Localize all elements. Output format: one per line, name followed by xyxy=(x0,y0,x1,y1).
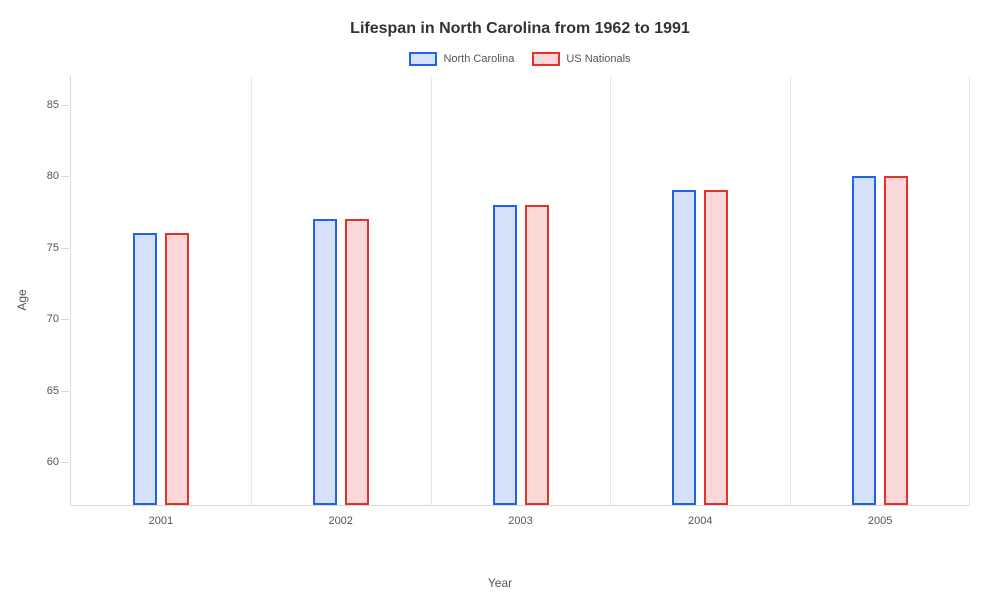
y-axis-label: Age xyxy=(15,289,29,310)
bar-north-carolina-2001 xyxy=(133,233,157,505)
legend-swatch-1 xyxy=(532,52,560,66)
y-tick-label: 65 xyxy=(47,385,71,397)
bar-north-carolina-2003 xyxy=(493,205,517,505)
x-axis-label: Year xyxy=(488,576,512,590)
gridline-vertical xyxy=(431,76,432,505)
legend-item-1: US Nationals xyxy=(532,52,630,66)
bar-us-nationals-2002 xyxy=(345,219,369,505)
bar-us-nationals-2001 xyxy=(165,233,189,505)
gridline-vertical xyxy=(790,76,791,505)
x-tick-label: 2005 xyxy=(868,515,892,527)
y-tick-label: 75 xyxy=(47,242,71,254)
y-tick-label: 70 xyxy=(47,313,71,325)
legend-item-0: North Carolina xyxy=(409,52,514,66)
gridline-vertical xyxy=(969,76,970,505)
x-tick-label: 2003 xyxy=(508,515,532,527)
y-tick-label: 60 xyxy=(47,456,71,468)
plot-area: 60657075808520012002200320042005 xyxy=(70,76,970,506)
y-tick-label: 80 xyxy=(47,170,71,182)
bar-north-carolina-2004 xyxy=(672,190,696,505)
bar-us-nationals-2004 xyxy=(704,190,728,505)
chart-title: Lifespan in North Carolina from 1962 to … xyxy=(70,20,970,38)
bar-north-carolina-2002 xyxy=(313,219,337,505)
gridline-vertical xyxy=(610,76,611,505)
bar-us-nationals-2005 xyxy=(884,176,908,505)
bar-north-carolina-2005 xyxy=(852,176,876,505)
legend-label-0: North Carolina xyxy=(443,53,514,65)
y-tick-label: 85 xyxy=(47,99,71,111)
legend-label-1: US Nationals xyxy=(566,53,630,65)
bar-us-nationals-2003 xyxy=(525,205,549,505)
x-tick-label: 2004 xyxy=(688,515,712,527)
gridline-vertical xyxy=(251,76,252,505)
x-tick-label: 2002 xyxy=(328,515,352,527)
legend: North Carolina US Nationals xyxy=(70,52,970,66)
chart-container: Lifespan in North Carolina from 1962 to … xyxy=(0,0,1000,600)
legend-swatch-0 xyxy=(409,52,437,66)
x-tick-label: 2001 xyxy=(149,515,173,527)
